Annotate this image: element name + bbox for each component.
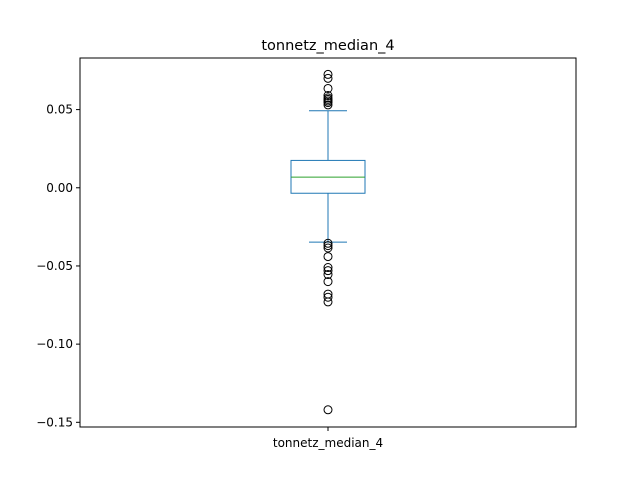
outlier-point — [323, 252, 333, 262]
x-tick-label: tonnetz_median_4 — [273, 436, 383, 450]
plot-elements — [290, 69, 366, 415]
y-axis: 0.05 0.00 −0.05 −0.10 −0.15 — [36, 103, 80, 429]
outlier-point — [323, 243, 333, 253]
outlier-point — [323, 270, 333, 280]
axes-frame — [79, 57, 577, 428]
outlier-point — [323, 297, 333, 307]
outlier-point — [323, 91, 333, 101]
outlier-point — [323, 100, 333, 110]
y-tick-label: 0.00 — [46, 181, 73, 195]
y-tick-label: −0.10 — [36, 337, 73, 351]
outlier-point — [323, 292, 333, 302]
outlier-point — [323, 263, 333, 273]
outlier-point — [323, 277, 333, 287]
outlier-point — [323, 73, 333, 83]
y-tick-label: −0.05 — [36, 259, 73, 273]
outlier-point — [323, 266, 333, 276]
y-tick-label: −0.15 — [36, 415, 73, 429]
outlier-point — [323, 83, 333, 93]
x-axis: tonnetz_median_4 — [273, 427, 383, 450]
chart-title: tonnetz_median_4 — [261, 38, 394, 54]
outlier-point — [323, 238, 333, 248]
outlier-point — [323, 69, 333, 79]
outlier-point — [323, 241, 333, 251]
y-tick-label: 0.05 — [46, 103, 73, 117]
outlier-point — [323, 405, 333, 415]
outlier-point — [323, 98, 333, 108]
